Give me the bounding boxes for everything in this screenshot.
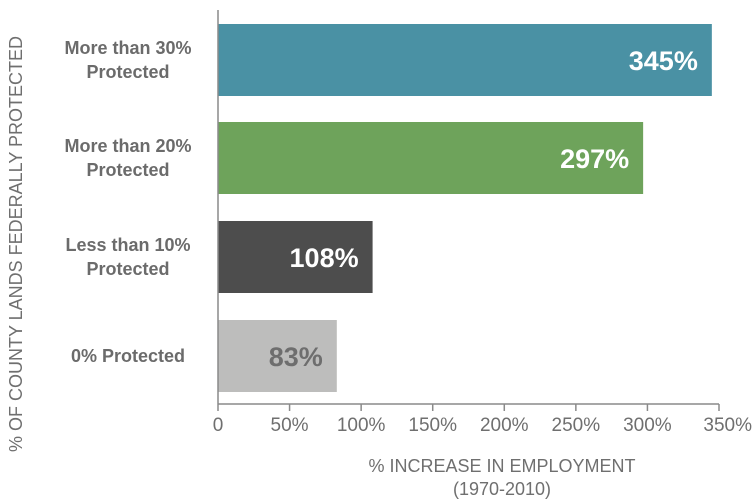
x-tick-label-5: 250% <box>552 415 601 436</box>
data-labels-group: 345% 297% 108% 83% <box>269 46 698 372</box>
axes-group <box>217 10 720 411</box>
category-label-3: 0% Protected <box>71 346 185 366</box>
x-axis-title-line: (1970-2010) <box>453 479 551 499</box>
x-tick-label-2: 100% <box>337 415 386 436</box>
category-label-line: 0% Protected <box>71 346 185 366</box>
x-tick-label-0: 0 <box>213 415 224 436</box>
x-tick-label-6: 300% <box>623 415 672 436</box>
x-tick-labels-group: 0 50% 100% 150% 200% 250% 300% 350% <box>213 415 752 436</box>
data-label-2: 108% <box>290 243 359 273</box>
axis-titles-group: % INCREASE IN EMPLOYMENT (1970-2010) % OF … <box>6 36 636 499</box>
category-label-line: Protected <box>86 160 169 180</box>
y-axis-title: % OF COUNTY LANDS FEDERALLY PROTECTED <box>6 36 26 452</box>
data-label-0: 345% <box>629 46 698 76</box>
x-axis-title-line: % INCREASE IN EMPLOYMENT <box>368 456 635 476</box>
category-label-0: More than 30% Protected <box>64 38 191 82</box>
category-label-1: More than 20% Protected <box>64 136 191 180</box>
x-tick-label-7: 350% <box>703 415 752 436</box>
category-label-line: More than 30% <box>64 38 191 58</box>
x-tick-label-3: 150% <box>408 415 457 436</box>
x-axis-title: % INCREASE IN EMPLOYMENT (1970-2010) <box>368 456 635 499</box>
bar-2 <box>218 221 373 293</box>
x-tick-label-4: 200% <box>480 415 529 436</box>
bar-1 <box>218 122 644 194</box>
bars-group <box>218 24 712 392</box>
category-label-line: More than 20% <box>64 136 191 156</box>
data-label-3: 83% <box>269 342 323 372</box>
bar-0 <box>218 24 712 96</box>
x-tick-label-1: 50% <box>271 415 309 436</box>
data-label-1: 297% <box>560 144 629 174</box>
category-label-line: Protected <box>86 62 169 82</box>
category-labels-group: More than 30% Protected More than 20% Prote… <box>64 38 191 366</box>
bar-3 <box>218 320 337 392</box>
category-label-line: Less than 10% <box>65 235 190 255</box>
category-label-2: Less than 10% Protected <box>65 235 190 279</box>
category-label-line: Protected <box>86 259 169 279</box>
